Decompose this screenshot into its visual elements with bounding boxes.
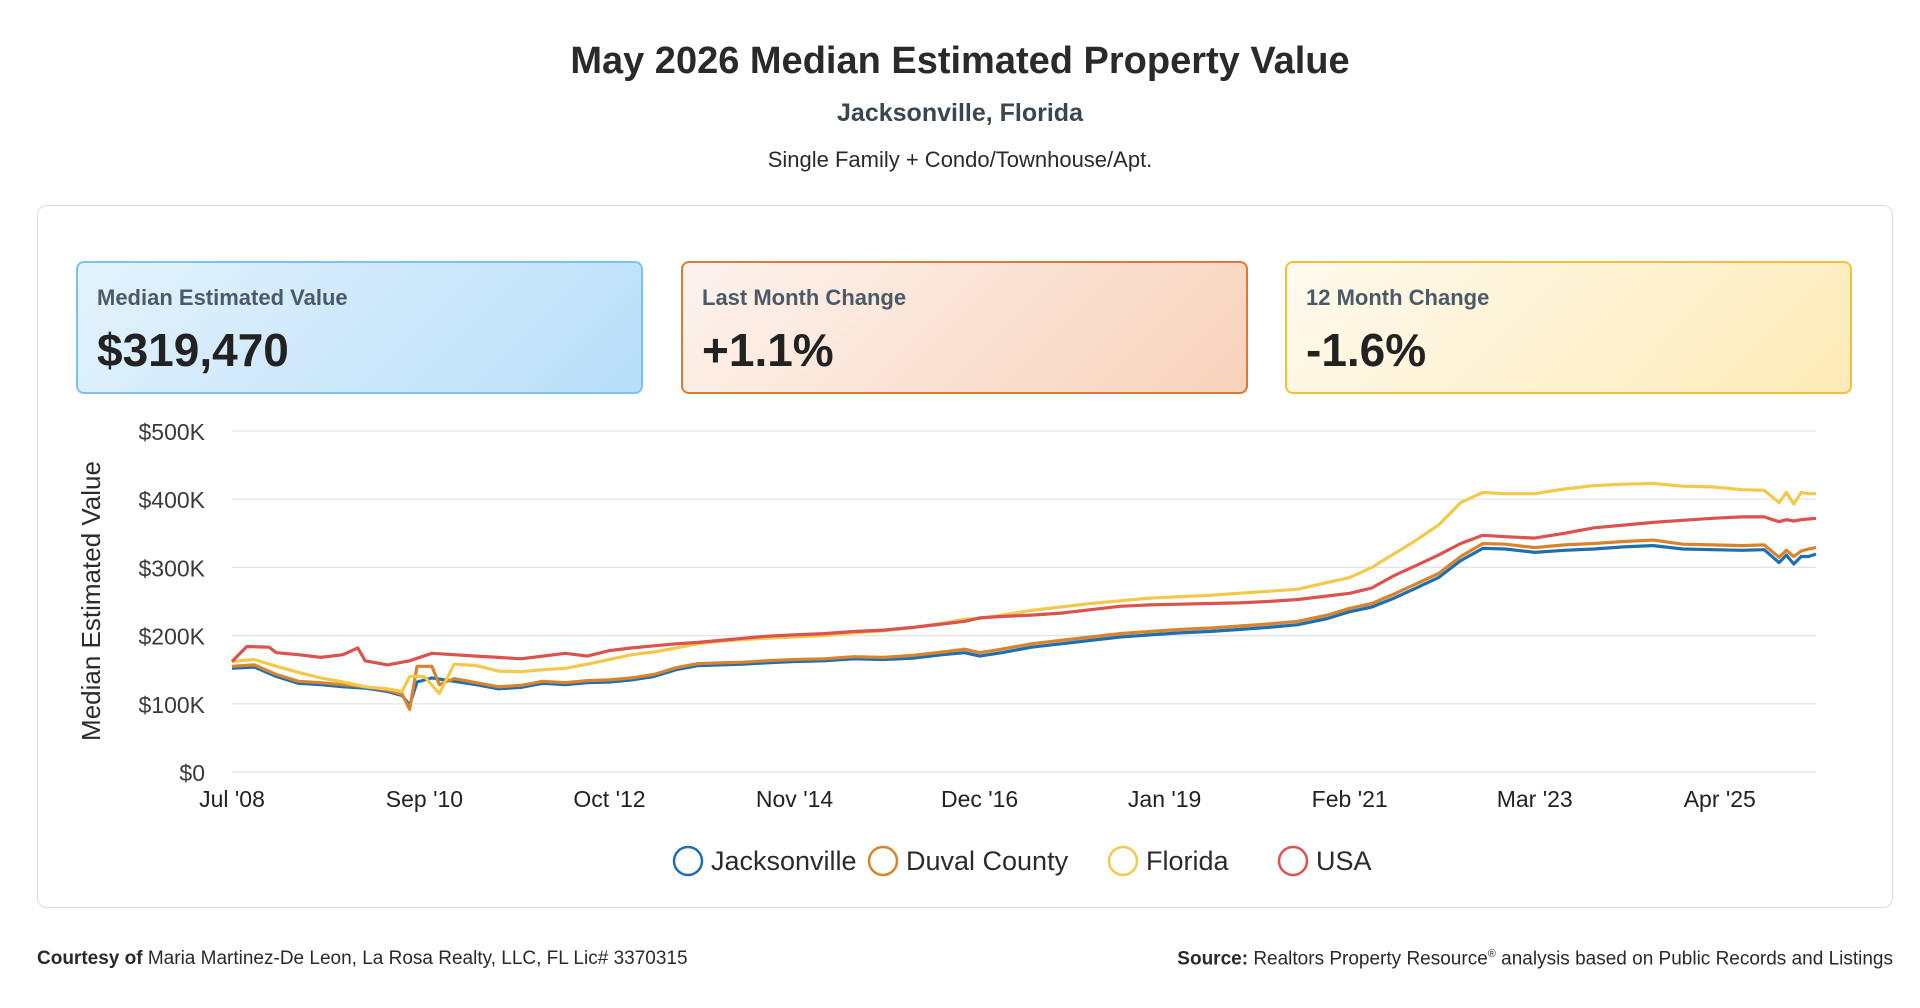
courtesy-label: Courtesy of xyxy=(37,948,143,969)
line-chart: $0 $100K $200K $300K $400K $500K Jul '08 Sep '… xyxy=(76,419,1817,877)
y-tick-label: $300K xyxy=(138,555,205,581)
property-type-subtitle: Single Family + Condo/Townhouse/Apt. xyxy=(767,147,1153,172)
y-tick-label: $200K xyxy=(138,624,205,650)
last-month-change-value: +1.1% xyxy=(702,324,834,376)
series-lines xyxy=(230,481,1817,711)
legend-marker-florida xyxy=(1107,845,1139,877)
y-tick-label: $400K xyxy=(138,487,205,513)
legend-label: Jacksonville xyxy=(711,846,857,876)
twelve-month-change-card: 12 Month Change -1.6% xyxy=(1285,261,1852,394)
legend-label: Florida xyxy=(1146,846,1230,876)
last-month-change-label: Last Month Change xyxy=(702,285,907,310)
courtesy-footer: Courtesy of Maria Martinez-De Leon, La R… xyxy=(37,948,688,970)
source-footer: Source: Realtors Property Resource® anal… xyxy=(1177,948,1893,970)
source-label: Source: xyxy=(1177,948,1249,970)
legend-marker-usa xyxy=(1277,845,1309,877)
median-value-label: Median Estimated Value xyxy=(97,285,348,310)
y-tick-label: $100K xyxy=(138,692,205,718)
y-tick-label: $500K xyxy=(138,419,205,445)
x-tick-label: Jul '08 xyxy=(199,786,265,812)
x-tick-label: Nov '14 xyxy=(756,786,833,812)
median-value-card: Median Estimated Value $319,470 xyxy=(76,261,643,394)
y-axis-label: Median Estimated Value xyxy=(76,461,106,741)
gridlines xyxy=(232,430,1816,773)
courtesy-text: Maria Martinez-De Leon, La Rosa Realty, … xyxy=(147,948,688,969)
x-tick-label: Jan '19 xyxy=(1128,786,1201,812)
source-text: Realtors Property Resource xyxy=(1253,948,1488,970)
source-text-rest: analysis based on Public Records and Lis… xyxy=(1495,948,1893,970)
x-tick-label: Dec '16 xyxy=(941,786,1018,812)
location-subtitle: Jacksonville, Florida xyxy=(837,99,1083,127)
legend: Jacksonville Duval County Florida USA xyxy=(672,845,1372,877)
series-line-usa xyxy=(230,515,1817,667)
y-tick-label: $0 xyxy=(179,760,205,786)
legend-marker-duval-county xyxy=(867,845,899,877)
series-line-florida xyxy=(231,481,1816,696)
last-month-change-card: Last Month Change +1.1% xyxy=(681,261,1248,394)
legend-label: Duval County xyxy=(906,846,1069,876)
twelve-month-change-value: -1.6% xyxy=(1306,324,1427,376)
legend-label: USA xyxy=(1316,846,1372,876)
chart-title: May 2026 Median Estimated Property Value xyxy=(570,40,1350,82)
series-line-duval-county xyxy=(231,538,1817,711)
x-tick-label: Oct '12 xyxy=(573,786,645,812)
x-tick-label: Feb '21 xyxy=(1312,786,1388,812)
x-tick-label: Sep '10 xyxy=(386,786,463,812)
x-tick-label: Apr '25 xyxy=(1684,786,1756,812)
median-value-amount: $319,470 xyxy=(97,324,289,376)
legend-marker-jacksonville xyxy=(672,845,704,877)
y-axis-ticks: $0 $100K $200K $300K $400K $500K xyxy=(138,419,205,786)
series-line-jacksonville xyxy=(231,544,1817,707)
x-tick-label: Mar '23 xyxy=(1497,786,1573,812)
twelve-month-change-label: 12 Month Change xyxy=(1306,285,1490,310)
x-axis-ticks: Jul '08 Sep '10 Oct '12 Nov '14 Dec '16 Jan '… xyxy=(199,786,1756,812)
registered-mark: ® xyxy=(1487,948,1496,960)
